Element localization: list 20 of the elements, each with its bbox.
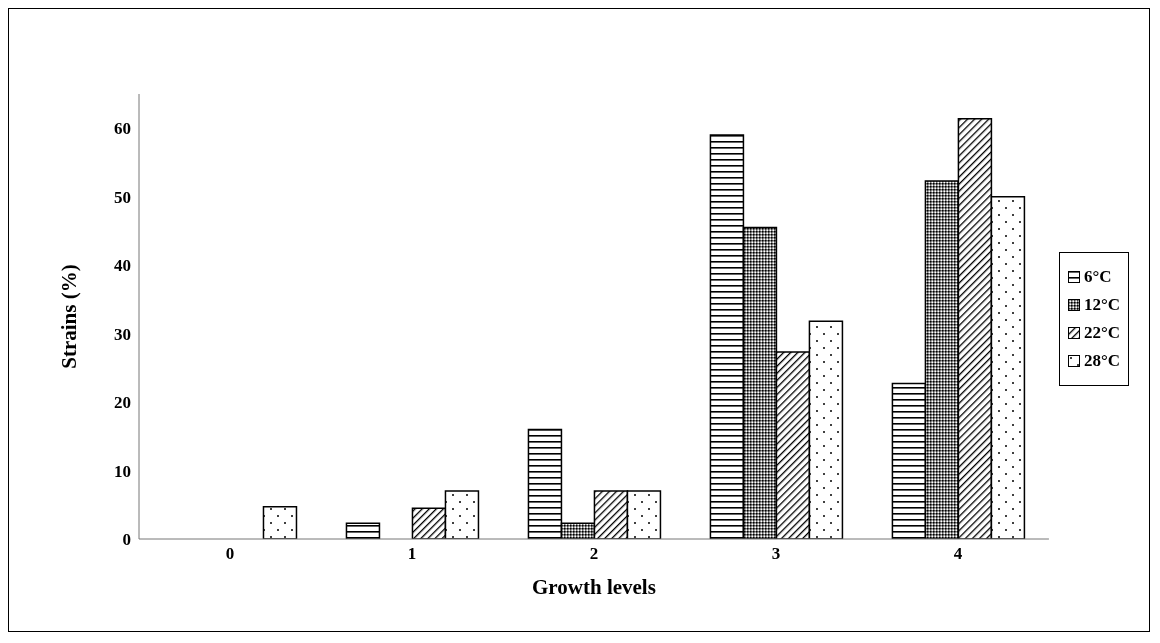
x-tick-label: 2 [589, 544, 599, 564]
y-tick-label: 10 [114, 461, 131, 481]
x-tick-label: 3 [771, 544, 781, 564]
x-axis-title: Growth levels [532, 575, 656, 599]
x-tick-label: 0 [225, 544, 235, 564]
y-tick-label: 50 [114, 187, 131, 207]
x-tick-label: 4 [953, 544, 963, 564]
x-tick-label: 1 [407, 544, 417, 564]
legend-label: 28°C [1083, 351, 1120, 371]
y-tick-label: 30 [114, 324, 131, 344]
bar [262, 506, 298, 539]
legend-label: 22°C [1083, 323, 1120, 343]
y-tick-label: 40 [114, 256, 131, 276]
y-tick-label: 60 [114, 119, 131, 139]
y-tick-label: 0 [122, 530, 131, 550]
legend-label: 12°C [1083, 295, 1120, 315]
bar [345, 522, 381, 539]
legend-label: 6°C [1083, 267, 1112, 287]
y-axis-title: Strains (%) [57, 264, 82, 369]
y-tick-label: 20 [114, 393, 131, 413]
